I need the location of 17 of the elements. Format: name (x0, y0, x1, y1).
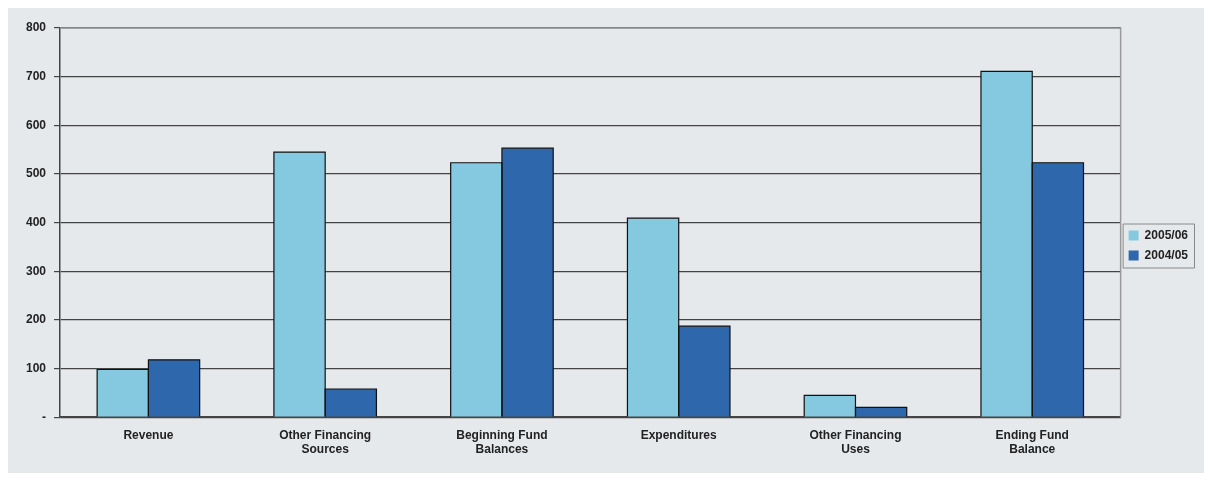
y-tick-label: 500 (25, 166, 47, 181)
x-tick-label: Expenditures (640, 427, 718, 442)
y-tick-label: 200 (25, 312, 47, 327)
legend-label: 2005/06 (1144, 227, 1189, 242)
y-tick-label: - (42, 409, 47, 424)
x-tick-label: Revenue (123, 427, 174, 442)
y-tick-label: 400 (25, 214, 47, 229)
x-tick-label: Ending Fund Balance (995, 427, 1069, 457)
legend-label: 2004/05 (1144, 247, 1189, 262)
x-tick-label: Other Financing Uses (809, 427, 902, 457)
y-tick-label: 100 (25, 360, 47, 375)
y-tick-label: 600 (25, 117, 47, 132)
y-tick-label: 300 (25, 263, 47, 278)
x-tick-label: Other Financing Sources (279, 427, 372, 457)
y-tick-label: 700 (25, 68, 47, 83)
y-tick-label: 800 (25, 20, 47, 35)
x-tick-label: Beginning Fund Balances (456, 427, 548, 457)
